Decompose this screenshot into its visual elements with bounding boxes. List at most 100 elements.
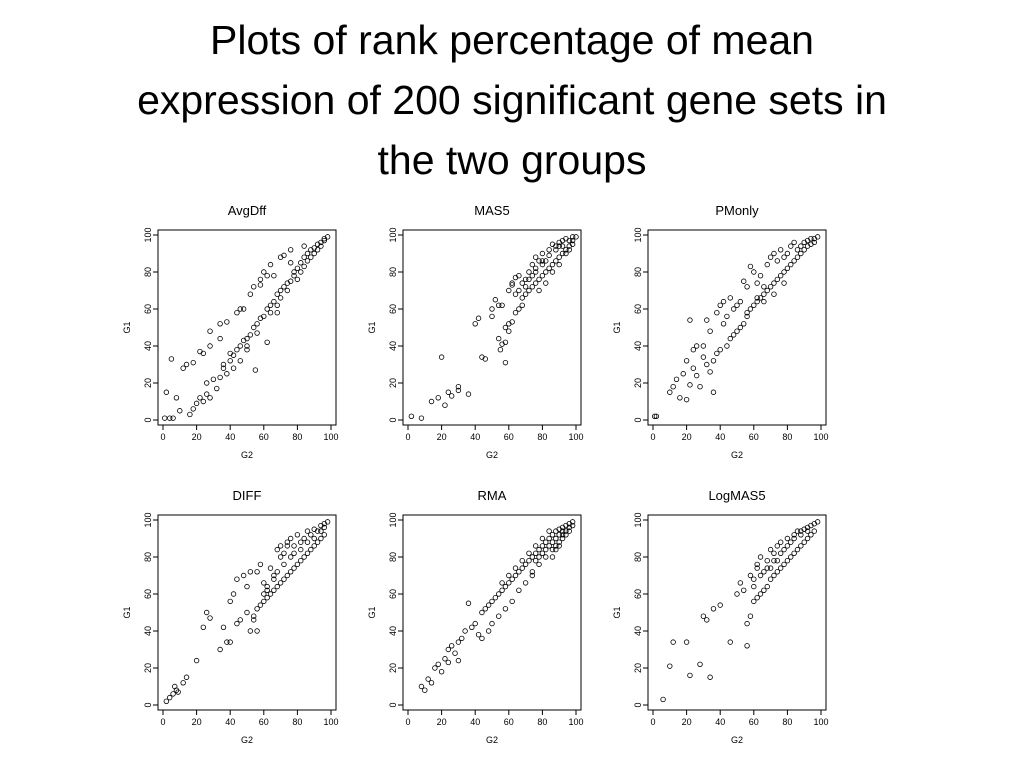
chart-1-point bbox=[264, 273, 270, 279]
chart-6-x-axis-label: G2 bbox=[731, 735, 743, 745]
chart-2-point bbox=[539, 258, 546, 264]
chart-5-y-tick-label: 40 bbox=[388, 626, 398, 636]
chart-4-point bbox=[254, 606, 260, 612]
chart-3-point bbox=[751, 302, 757, 308]
chart-6-point bbox=[784, 543, 791, 549]
chart-3-point bbox=[788, 243, 794, 249]
slide-title-line-3: the two groups bbox=[377, 137, 647, 183]
chart-6-point bbox=[767, 576, 774, 582]
chart-5-point bbox=[445, 659, 452, 666]
chart-4-point bbox=[261, 580, 267, 586]
chart-4-point bbox=[200, 624, 207, 630]
chart-1-point bbox=[251, 284, 257, 290]
chart-4-point bbox=[220, 624, 227, 630]
chart-2-point bbox=[448, 393, 455, 399]
chart-2-point bbox=[539, 261, 546, 268]
chart-5-plot-frame bbox=[402, 514, 582, 711]
chart-4-y-tick-label: 0 bbox=[143, 702, 153, 707]
chart-6-point bbox=[771, 572, 777, 579]
chart-3-point bbox=[730, 332, 737, 338]
chart-3-point bbox=[710, 358, 717, 364]
chart-1-point bbox=[301, 254, 307, 260]
chart-3-point bbox=[791, 239, 797, 246]
chart-1-point bbox=[261, 269, 267, 275]
chart-6-point bbox=[788, 554, 794, 560]
chart-2-point bbox=[442, 402, 448, 408]
chart-1-point bbox=[217, 374, 223, 381]
chart-4-point bbox=[274, 583, 280, 590]
chart-5-point bbox=[465, 600, 472, 606]
chart-2-point bbox=[506, 321, 512, 327]
chart-2-point bbox=[529, 261, 536, 268]
chart-3-point bbox=[791, 258, 797, 264]
chart-6-title: LogMAS5 bbox=[708, 488, 765, 503]
chart-3-point bbox=[757, 273, 764, 279]
chart-1-point bbox=[264, 339, 270, 345]
chart-4-point bbox=[281, 561, 287, 568]
chart-4-point bbox=[291, 565, 297, 571]
chart-3-point bbox=[673, 376, 680, 382]
chart-5-point bbox=[509, 576, 515, 582]
chart-6-point bbox=[747, 572, 754, 579]
chart-2-point bbox=[472, 321, 478, 327]
chart-2-point bbox=[546, 252, 552, 259]
chart-3-point bbox=[794, 254, 801, 260]
chart-4-point bbox=[237, 617, 243, 623]
chart-1-point bbox=[287, 260, 294, 266]
chart-5-y-axis-label: G1 bbox=[367, 606, 377, 618]
chart-2-point bbox=[408, 413, 415, 419]
chart-3-point bbox=[754, 298, 760, 305]
chart-2-point bbox=[502, 359, 509, 366]
chart-3-point bbox=[724, 313, 730, 320]
chart-2-point bbox=[492, 297, 499, 303]
chart-1-point bbox=[240, 306, 247, 312]
chart-4-point bbox=[193, 657, 200, 664]
chart-3-point bbox=[747, 263, 754, 270]
chart-3-point bbox=[734, 328, 740, 334]
chart-6-point bbox=[808, 532, 814, 538]
chart-5-point bbox=[469, 624, 475, 630]
chart-6-x-tick-label: 0 bbox=[650, 717, 655, 727]
chart-2-point bbox=[506, 328, 512, 334]
chart-5-point bbox=[485, 602, 492, 608]
chart-5-point bbox=[566, 528, 572, 534]
chart-6-point bbox=[757, 554, 764, 560]
chart-6-point bbox=[774, 543, 781, 549]
chart-2-plot-frame bbox=[402, 229, 582, 426]
chart-5-point bbox=[492, 595, 499, 601]
chart-2-point bbox=[496, 302, 502, 308]
chart-1: AvgDff 0 0 20 20 40 40 60 60 80 80 100 100 G2 G1 bbox=[122, 203, 339, 460]
chart-2-point bbox=[559, 250, 566, 257]
chart-6-point bbox=[754, 565, 760, 571]
chart-1-point bbox=[298, 269, 304, 275]
chart-2-point bbox=[539, 273, 546, 279]
chart-5-point bbox=[509, 598, 515, 605]
chart-5-x-tick-label: 40 bbox=[470, 717, 480, 727]
chart-4-point bbox=[167, 694, 173, 701]
chart-4-point bbox=[203, 609, 210, 616]
chart-5-point bbox=[559, 532, 566, 538]
chart-5-point bbox=[428, 680, 435, 686]
chart-5-point bbox=[489, 620, 495, 627]
chart-5-point bbox=[455, 639, 462, 645]
chart-4-x-axis-label: G2 bbox=[241, 735, 253, 745]
chart-2: MAS5 0 0 20 20 40 40 60 60 80 80 100 100 G2 G1 bbox=[367, 203, 584, 460]
chart-2-point bbox=[549, 261, 556, 268]
chart-5-point bbox=[539, 543, 546, 549]
chart-6-point bbox=[804, 528, 811, 534]
chart-3-point bbox=[774, 276, 781, 283]
chart-3-point bbox=[781, 254, 787, 260]
chart-2-x-tick-label: 100 bbox=[568, 432, 583, 442]
chart-3-point bbox=[771, 291, 777, 297]
chart-2-point bbox=[509, 282, 515, 288]
chart-3-point bbox=[687, 382, 693, 388]
chart-6-point bbox=[761, 587, 767, 593]
chart-1-point bbox=[318, 243, 324, 249]
chart-3-point bbox=[734, 302, 740, 308]
chart-1-point bbox=[264, 306, 270, 312]
chart-2-point bbox=[489, 306, 495, 312]
chart-5-point bbox=[502, 606, 509, 612]
chart-6-point bbox=[814, 519, 821, 525]
chart-5-point bbox=[516, 587, 522, 593]
